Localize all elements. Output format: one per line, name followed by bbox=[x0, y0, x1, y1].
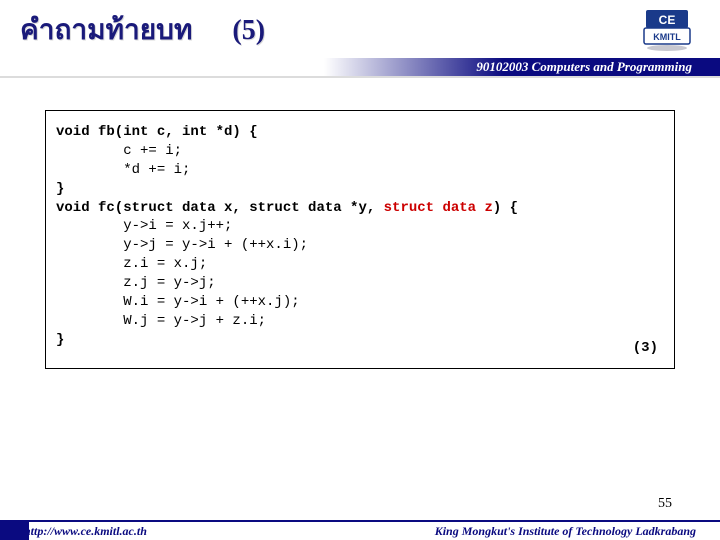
code-fb-close: } bbox=[56, 181, 64, 197]
slide-footer: http://www.ce.kmitl.ac.th King Mongkut's… bbox=[0, 520, 720, 540]
banner-divider bbox=[0, 76, 720, 78]
slide-title-number: (5) bbox=[232, 15, 265, 47]
code-fb-sig: void fb(int c, int *d) { bbox=[56, 124, 258, 140]
code-fc-sig-pre: void fc(struct data x, struct data *y, bbox=[56, 200, 384, 216]
slide-number: 55 bbox=[658, 496, 672, 512]
code-fc-sig-post: ) { bbox=[493, 200, 518, 216]
code-fb-l1: c += i; bbox=[56, 143, 182, 159]
logo-top-text: CE bbox=[659, 13, 676, 27]
kmitl-logo-icon: CE KMITL bbox=[642, 8, 692, 52]
logo-bottom-text: KMITL bbox=[653, 32, 681, 42]
code-fc-close: } bbox=[56, 332, 64, 348]
title-row: คำถามท้ายบท (5) bbox=[20, 8, 700, 52]
code-page-marker: (3) bbox=[633, 339, 658, 358]
slide-header: คำถามท้ายบท (5) CE KMITL 90102003 Comput… bbox=[0, 0, 720, 80]
code-box: void fb(int c, int *d) { c += i; *d += i… bbox=[45, 110, 675, 369]
code-fb: void fb(int c, int *d) { c += i; *d += i… bbox=[56, 123, 664, 199]
footer-institution: King Mongkut's Institute of Technology L… bbox=[435, 524, 696, 539]
code-fc-l6: W.j = y->j + z.i; bbox=[56, 313, 266, 329]
code-fb-l2: *d += i; bbox=[56, 162, 190, 178]
code-fc-l1: y->i = x.j++; bbox=[56, 218, 232, 234]
code-fc-sig-red: struct data z bbox=[384, 200, 493, 216]
code-fc-l2: y->j = y->i + (++x.i); bbox=[56, 237, 308, 253]
code-fc-l3: z.i = x.j; bbox=[56, 256, 207, 272]
slide-title: คำถามท้ายบท bbox=[20, 8, 192, 52]
course-banner: 90102003 Computers and Programming bbox=[0, 58, 720, 76]
code-fc-l5: W.i = y->i + (++x.j); bbox=[56, 294, 300, 310]
code-fc: void fc(struct data x, struct data *y, s… bbox=[56, 199, 664, 350]
code-fc-l4: z.j = y->j; bbox=[56, 275, 216, 291]
footer-url: http://www.ce.kmitl.ac.th bbox=[24, 524, 147, 539]
